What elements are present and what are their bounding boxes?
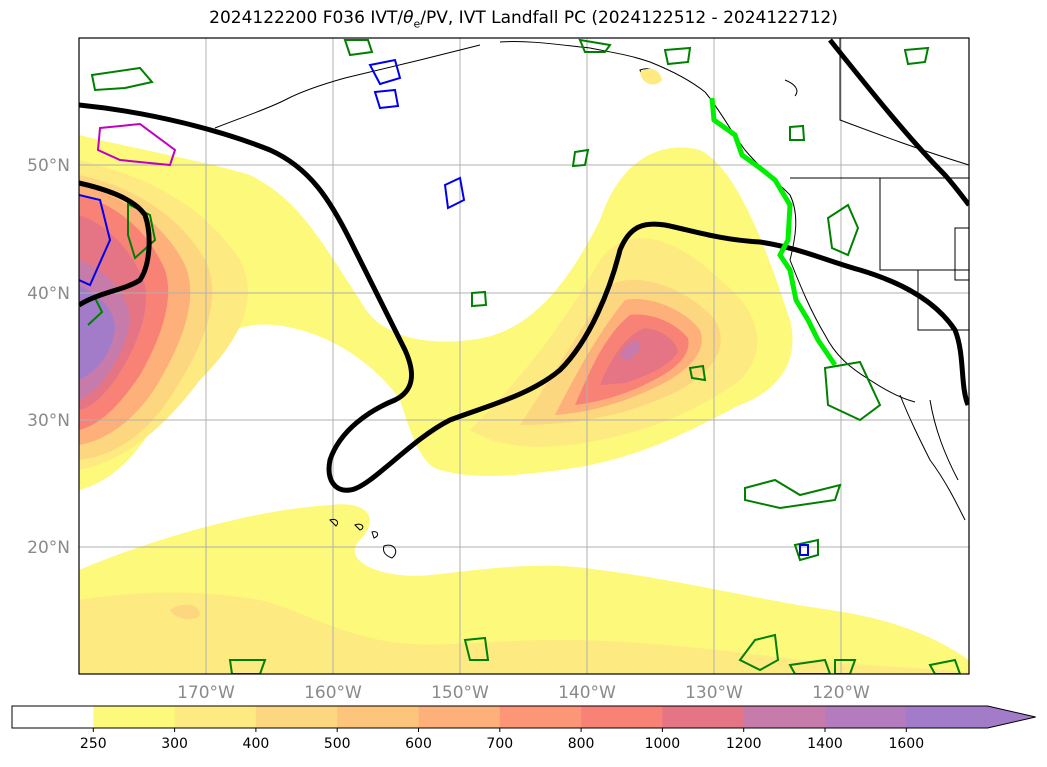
colorbar-tick-label: 1200: [726, 736, 762, 752]
graticule: [79, 38, 969, 674]
colorbar-swatch: [743, 706, 826, 728]
colorbar-swatch: [825, 706, 907, 728]
colorbar-tick-label: 800: [568, 736, 595, 752]
colorbar-tick-label: 1000: [645, 736, 681, 752]
colorbar-swatch: [174, 706, 257, 728]
colorbar-swatch: [337, 706, 419, 728]
colorbar-swatch: [418, 706, 501, 728]
lat-label-30: 30°N: [27, 411, 70, 431]
colorbar-tick-label: 400: [243, 736, 270, 752]
coastlines: [214, 38, 969, 559]
colorbar-extend-arrow: [906, 706, 1036, 728]
colorbar-tick-label: 300: [161, 736, 188, 752]
title-suffix: /PV, IVT Landfall PC (2024122512 - 20241…: [420, 8, 838, 28]
colorbar-tick-label: 700: [486, 736, 513, 752]
colorbar-swatch: [581, 706, 663, 728]
title-theta: θ: [403, 8, 414, 28]
lon-label-120w: 120°W: [812, 683, 870, 703]
lat-label-50: 50°N: [27, 156, 70, 176]
ivt-spot-alaska: [640, 68, 662, 85]
colorbar-tick-label: 1400: [807, 736, 843, 752]
colorbar-tick-label: 600: [405, 736, 432, 752]
colorbar-tick-label: 500: [324, 736, 351, 752]
map-frame: [78, 37, 970, 675]
pv-contours: [79, 38, 962, 674]
colorbar-tick-label: 250: [80, 736, 107, 752]
colorbar: 250 300 400 500 600 700 800 1000 1200 1400 1600: [11, 705, 1036, 752]
lat-label-20: 20°N: [27, 538, 70, 558]
lon-label-160w: 160°W: [304, 683, 362, 703]
colorbar-outline: [11, 705, 1036, 729]
colorbar-swatch: [12, 706, 94, 728]
map-area: [79, 38, 969, 674]
colorbar-swatch: [255, 706, 338, 728]
colorbar-swatch: [662, 706, 745, 728]
lat-label-40: 40°N: [27, 284, 70, 304]
lon-label-150w: 150°W: [431, 683, 489, 703]
theta-e-contour: [79, 38, 969, 493]
colorbar-swatch: [93, 706, 176, 728]
title-theta-sub: e: [413, 17, 421, 31]
colorbar-tick-label: 1600: [888, 736, 924, 752]
lon-label-170w: 170°W: [177, 683, 235, 703]
landfall-line: [709, 97, 838, 367]
colorbar-swatch: [499, 706, 582, 728]
ivt-shading-central: [470, 238, 758, 447]
map-title: 2024122200 F036 IVT/θe/PV, IVT Landfall …: [0, 8, 1047, 30]
title-prefix: 2024122200 F036 IVT/: [209, 8, 404, 28]
lon-label-130w: 130°W: [685, 683, 743, 703]
lon-label-140w: 140°W: [558, 683, 616, 703]
